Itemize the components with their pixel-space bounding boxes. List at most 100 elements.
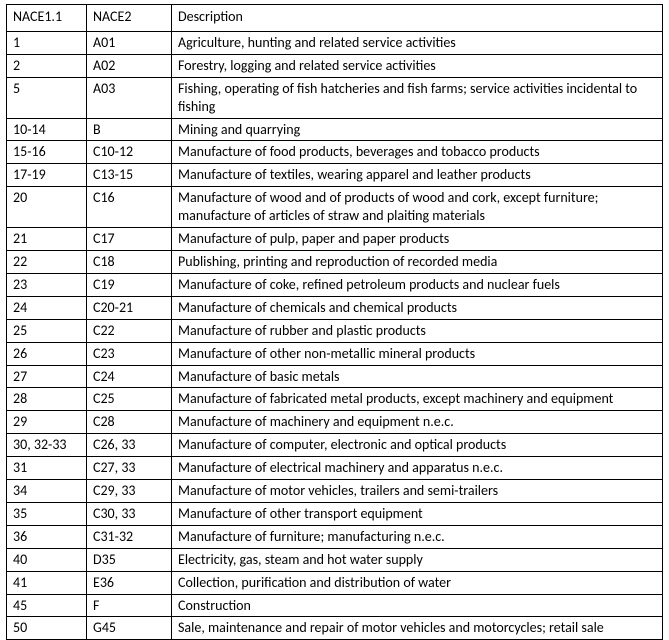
cell-nace2: C16	[87, 187, 172, 228]
table-row: 22C18Publishing, printing and reproducti…	[7, 250, 663, 273]
table-row: 15-16C10-12Manufacture of food products,…	[7, 141, 663, 164]
cell-desc: Agriculture, hunting and related service…	[172, 31, 663, 54]
cell-nace11: 22	[7, 250, 87, 273]
table-row: 36C31-32Manufacture of furniture; manufa…	[7, 525, 663, 548]
cell-nace11: 28	[7, 388, 87, 411]
cell-nace11: 25	[7, 319, 87, 342]
cell-desc: Manufacture of computer, electronic and …	[172, 434, 663, 457]
cell-desc: Manufacture of chemicals and chemical pr…	[172, 296, 663, 319]
cell-desc: Collection, purification and distributio…	[172, 571, 663, 594]
table-row: 35C30, 33Manufacture of other transport …	[7, 502, 663, 525]
cell-nace2: C30, 33	[87, 502, 172, 525]
cell-nace11: 27	[7, 365, 87, 388]
cell-nace2: G45	[87, 617, 172, 640]
table-row: 27C24Manufacture of basic metals	[7, 365, 663, 388]
cell-nace11: 36	[7, 525, 87, 548]
cell-nace2: C28	[87, 411, 172, 434]
cell-desc: Construction	[172, 594, 663, 617]
cell-nace11: 50	[7, 617, 87, 640]
cell-nace11: 5	[7, 77, 87, 118]
table-row: 34C29, 33Manufacture of motor vehicles, …	[7, 480, 663, 503]
cell-desc: Manufacture of machinery and equipment n…	[172, 411, 663, 434]
cell-nace2: B	[87, 118, 172, 141]
cell-nace2: C25	[87, 388, 172, 411]
table-row: 17-19C13-15Manufacture of textiles, wear…	[7, 164, 663, 187]
cell-nace11: 31	[7, 457, 87, 480]
cell-nace11: 1	[7, 31, 87, 54]
cell-nace2: D35	[87, 548, 172, 571]
cell-desc: Publishing, printing and reproduction of…	[172, 250, 663, 273]
table-row: 23C19Manufacture of coke, refined petrol…	[7, 273, 663, 296]
cell-desc: Manufacture of other non-metallic minera…	[172, 342, 663, 365]
cell-desc: Manufacture of motor vehicles, trailers …	[172, 480, 663, 503]
cell-nace2: C31-32	[87, 525, 172, 548]
cell-nace11: 21	[7, 228, 87, 251]
cell-nace2: C19	[87, 273, 172, 296]
table-row: 40D35Electricity, gas, steam and hot wat…	[7, 548, 663, 571]
cell-nace11: 45	[7, 594, 87, 617]
cell-nace11: 24	[7, 296, 87, 319]
table-row: 1A01Agriculture, hunting and related ser…	[7, 31, 663, 54]
table-row: 29C28Manufacture of machinery and equipm…	[7, 411, 663, 434]
cell-nace11: 41	[7, 571, 87, 594]
cell-nace2: A01	[87, 31, 172, 54]
cell-nace2: C26, 33	[87, 434, 172, 457]
cell-desc: Manufacture of rubber and plastic produc…	[172, 319, 663, 342]
cell-nace11: 2	[7, 54, 87, 77]
table-row: 26C23Manufacture of other non-metallic m…	[7, 342, 663, 365]
cell-nace2: C27, 33	[87, 457, 172, 480]
cell-nace11: 10-14	[7, 118, 87, 141]
cell-nace11: 29	[7, 411, 87, 434]
cell-desc: Manufacture of basic metals	[172, 365, 663, 388]
cell-nace11: 26	[7, 342, 87, 365]
cell-desc: Manufacture of electrical machinery and …	[172, 457, 663, 480]
cell-nace11: 35	[7, 502, 87, 525]
table-row: 25C22Manufacture of rubber and plastic p…	[7, 319, 663, 342]
cell-desc: Manufacture of wood and of products of w…	[172, 187, 663, 228]
nace-table: NACE1.1 NACE2 Description 1A01Agricultur…	[6, 4, 663, 640]
cell-nace11: 23	[7, 273, 87, 296]
cell-nace2: F	[87, 594, 172, 617]
cell-nace11: 34	[7, 480, 87, 503]
table-row: 50G45Sale, maintenance and repair of mot…	[7, 617, 663, 640]
cell-desc: Manufacture of pulp, paper and paper pro…	[172, 228, 663, 251]
col-header-nace2: NACE2	[87, 5, 172, 32]
cell-nace2: C23	[87, 342, 172, 365]
cell-nace2: C18	[87, 250, 172, 273]
cell-nace11: 17-19	[7, 164, 87, 187]
table-row: 41E36Collection, purification and distri…	[7, 571, 663, 594]
cell-nace2: C10-12	[87, 141, 172, 164]
table-row: 28C25Manufacture of fabricated metal pro…	[7, 388, 663, 411]
cell-desc: Manufacture of coke, refined petroleum p…	[172, 273, 663, 296]
cell-nace2: C22	[87, 319, 172, 342]
cell-desc: Mining and quarrying	[172, 118, 663, 141]
cell-desc: Manufacture of food products, beverages …	[172, 141, 663, 164]
table-header-row: NACE1.1 NACE2 Description	[7, 5, 663, 32]
cell-nace2: A03	[87, 77, 172, 118]
cell-nace11: 30, 32-33	[7, 434, 87, 457]
cell-nace11: 40	[7, 548, 87, 571]
cell-nace2: E36	[87, 571, 172, 594]
cell-desc: Manufacture of furniture; manufacturing …	[172, 525, 663, 548]
table-row: 5A03Fishing, operating of fish hatcherie…	[7, 77, 663, 118]
cell-nace2: C29, 33	[87, 480, 172, 503]
cell-desc: Forestry, logging and related service ac…	[172, 54, 663, 77]
page: NACE1.1 NACE2 Description 1A01Agricultur…	[0, 0, 669, 640]
col-header-nace11: NACE1.1	[7, 5, 87, 32]
cell-nace11: 15-16	[7, 141, 87, 164]
col-header-desc: Description	[172, 5, 663, 32]
cell-desc: Fishing, operating of fish hatcheries an…	[172, 77, 663, 118]
cell-nace2: C13-15	[87, 164, 172, 187]
cell-desc: Manufacture of textiles, wearing apparel…	[172, 164, 663, 187]
table-row: 45FConstruction	[7, 594, 663, 617]
table-row: 20C16Manufacture of wood and of products…	[7, 187, 663, 228]
table-row: 30, 32-33C26, 33Manufacture of computer,…	[7, 434, 663, 457]
table-row: 2A02Forestry, logging and related servic…	[7, 54, 663, 77]
table-row: 24C20-21Manufacture of chemicals and che…	[7, 296, 663, 319]
cell-nace2: C17	[87, 228, 172, 251]
table-row: 21C17Manufacture of pulp, paper and pape…	[7, 228, 663, 251]
cell-nace2: C20-21	[87, 296, 172, 319]
cell-nace11: 20	[7, 187, 87, 228]
cell-desc: Sale, maintenance and repair of motor ve…	[172, 617, 663, 640]
table-row: 31C27, 33Manufacture of electrical machi…	[7, 457, 663, 480]
